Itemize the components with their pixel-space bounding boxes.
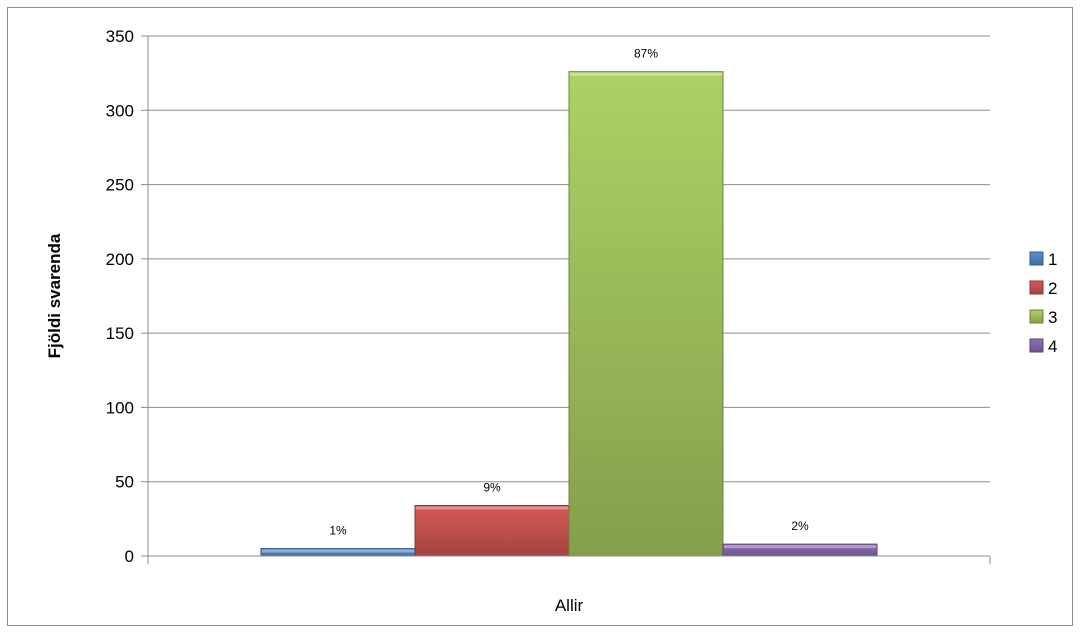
data-label: 9% bbox=[483, 480, 501, 494]
x-category-label: Allir bbox=[555, 596, 584, 615]
y-tick-label: 250 bbox=[106, 176, 134, 195]
y-tick-label: 300 bbox=[106, 101, 134, 120]
y-tick-label: 50 bbox=[115, 473, 134, 492]
bar-series-2 bbox=[414, 504, 570, 557]
y-tick-label: 0 bbox=[125, 547, 134, 566]
y-axis-label: Fjöldi svarenda bbox=[45, 233, 64, 358]
legend: 1 2 3 4 bbox=[1029, 250, 1057, 356]
legend-swatch-3 bbox=[1029, 309, 1044, 324]
bar-highlight bbox=[262, 549, 414, 553]
data-label: 1% bbox=[329, 524, 347, 538]
legend-label: 2 bbox=[1048, 279, 1057, 298]
bar-highlight bbox=[416, 506, 568, 510]
bars bbox=[260, 71, 878, 557]
legend-label: 4 bbox=[1048, 337, 1057, 356]
y-tick-label: 100 bbox=[106, 398, 134, 417]
bar-highlight bbox=[724, 545, 876, 549]
y-tick-label: 200 bbox=[106, 250, 134, 269]
legend-label: 3 bbox=[1048, 308, 1057, 327]
data-label: 87% bbox=[634, 47, 658, 61]
legend-label: 1 bbox=[1048, 250, 1057, 269]
legend-swatch-4 bbox=[1029, 338, 1044, 353]
y-tick-labels: 0 50 100 150 200 250 300 350 bbox=[106, 27, 134, 566]
axes bbox=[141, 35, 991, 564]
y-tick-label: 350 bbox=[106, 27, 134, 46]
data-label: 2% bbox=[791, 519, 809, 533]
bar-series-3 bbox=[568, 71, 724, 557]
data-labels: 1% 9% 87% 2% bbox=[329, 47, 809, 538]
legend-swatch-1 bbox=[1029, 251, 1044, 266]
bar-highlight bbox=[570, 72, 722, 76]
y-tick-label: 150 bbox=[106, 324, 134, 343]
legend-swatch-2 bbox=[1029, 280, 1044, 295]
